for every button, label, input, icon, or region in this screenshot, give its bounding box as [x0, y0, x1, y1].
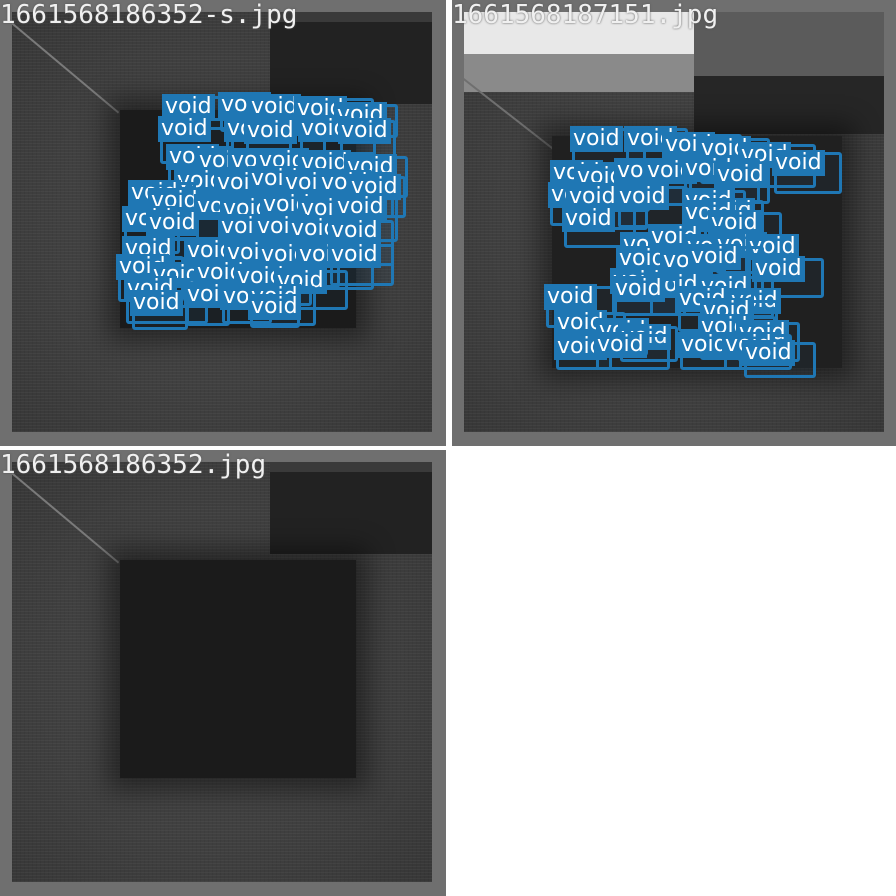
tile-title: 1661568187151.jpg: [452, 0, 719, 30]
image-tile-3[interactable]: 1661568186352.jpg voidvoidvoidvoidvoidvo…: [0, 450, 446, 896]
void-label: void: [562, 206, 615, 232]
void-label: void: [146, 210, 199, 236]
image-scene-3: [12, 462, 432, 882]
annotation-layer: voidvoidvoidvoidvoidvoidvoidvoidvoidvoid…: [0, 450, 446, 896]
void-label: void: [544, 284, 597, 310]
image-scene-2: [464, 12, 884, 432]
void-label: void: [248, 294, 301, 320]
void-label: void: [566, 184, 619, 210]
void-label: void: [678, 332, 731, 358]
void-label: void: [708, 210, 761, 236]
void-label: void: [616, 184, 669, 210]
void-label: void: [554, 310, 607, 336]
void-label: void: [612, 276, 665, 302]
void-label: void: [334, 194, 387, 220]
void-label: void: [338, 118, 391, 144]
void-label: void: [328, 242, 381, 268]
image-tile-2[interactable]: 1661568187151.jpg void void void void void vo…: [452, 0, 896, 446]
void-label: void: [248, 94, 301, 120]
void-label: void: [570, 126, 623, 152]
void-label: void: [130, 290, 183, 316]
void-label: void: [244, 118, 297, 144]
void-label: void: [688, 244, 741, 270]
void-label: void: [594, 332, 647, 358]
void-label: void: [772, 150, 825, 176]
tile-title: 1661568186352-s.jpg: [0, 0, 298, 30]
image-tile-1[interactable]: 1661568186352-s.jpg void void void void void…: [0, 0, 446, 446]
void-label: void: [742, 340, 795, 366]
void-label: void: [328, 218, 381, 244]
void-label: void: [714, 162, 767, 188]
tile-title: 1661568186352.jpg: [0, 450, 267, 480]
void-label: void: [158, 116, 211, 142]
void-label: void: [616, 246, 669, 272]
void-label: void: [162, 94, 215, 120]
